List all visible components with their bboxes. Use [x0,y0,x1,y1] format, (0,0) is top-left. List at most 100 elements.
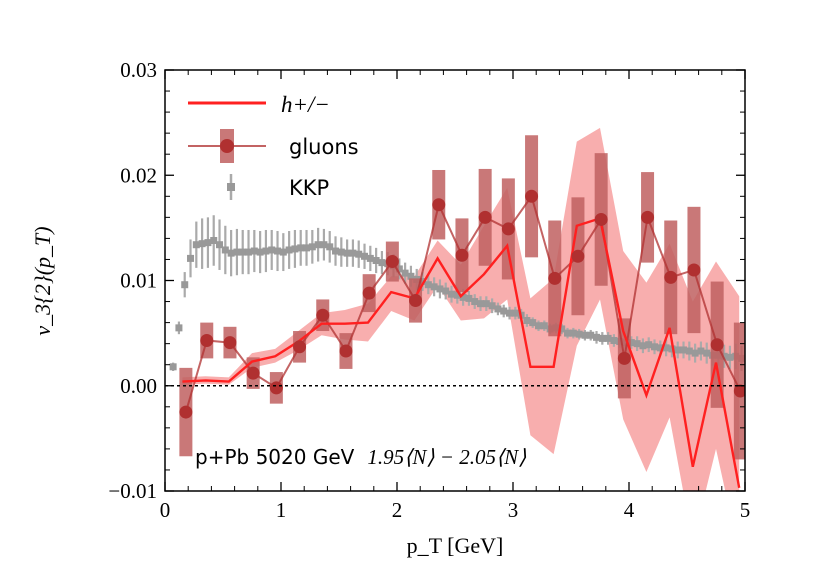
kkp-point [303,244,311,252]
gluon-point [501,222,515,236]
kkp-point [187,254,195,262]
legend-swatch-gluons [188,129,266,163]
kkp-point [471,298,479,306]
gluon-point [478,210,492,224]
gluon-point [594,212,608,226]
kkp-point [581,331,589,339]
kkp-point [540,322,548,330]
kkp-point [506,309,514,317]
x-tick-label: 0 [160,498,171,522]
legend-label-hadrons: h+/− [281,92,330,117]
kkp-point [216,241,224,249]
kkp-point [320,241,328,249]
kkp-point [378,259,386,267]
kkp-point [401,269,409,277]
kkp-point [308,243,316,251]
kkp-point [221,246,229,254]
gluon-point [223,336,237,350]
gluon-point [269,381,283,395]
gluon-point [432,198,446,212]
gluon-point [525,189,539,203]
kkp-point [558,325,566,333]
gluon-point [617,351,631,365]
kkp-point [651,343,659,351]
kkp-point [239,248,247,256]
gluon-point [362,286,376,300]
system-annotation: p+Pb 5020 GeV 1.95⟨N⟩ − 2.05⟨N⟩ [195,445,526,469]
legend-swatch-kkp [227,174,235,200]
kkp-point [488,302,496,310]
gluon-point [455,248,469,262]
kkp-point [680,346,688,354]
kkp-point [372,257,380,265]
gluon-point [179,405,193,419]
kkp-point [279,248,287,256]
legend-label-gluons: gluons [289,135,359,159]
kkp-point [494,305,502,313]
kkp-point [250,247,258,255]
kkp-point [436,285,444,293]
y-tick-label: 0.01 [120,269,157,293]
kkp-point [674,346,682,354]
gluon-point [571,249,585,263]
kkp-point [627,339,635,347]
kkp-point [262,247,270,255]
x-tick-label: 1 [276,498,287,522]
kkp-point [430,283,438,291]
hadrons-uncertainty-band [182,127,740,491]
gluon-point [548,271,562,285]
kkp-point [482,300,490,308]
kkp-point [314,241,322,249]
gluon-point [293,340,307,354]
kkp-point [662,344,670,352]
legend-label-kkp: KKP [289,176,329,200]
kkp-point [529,319,537,327]
kkp-point [500,307,508,315]
kkp-point [448,290,456,298]
gluon-point [339,344,353,358]
kkp-point [523,316,531,324]
gluon-point [200,333,214,347]
kkp-point [633,340,641,348]
kkp-point [256,248,264,256]
kkp-point [587,331,595,339]
kkp-point [610,336,618,344]
kkp-point [274,247,282,255]
kkp-point [598,334,606,342]
kkp-point [726,353,734,361]
kkp-point [656,344,664,352]
kkp-point [691,349,699,357]
kkp-point [192,241,200,249]
kkp-point [477,300,485,308]
kkp-point [326,243,334,251]
kkp-point [268,246,276,254]
kkp-point [697,347,705,355]
kkp-point [337,248,345,256]
kkp-point [685,347,693,355]
kkp-point [285,246,293,254]
kkp-point [407,272,415,280]
gluon-point [641,210,655,224]
x-axis-title: p_T [GeV] [407,533,504,558]
kkp-point [424,281,432,289]
kkp-point [366,254,374,262]
kkp-point [343,249,351,257]
kkp-point [245,248,253,256]
y-tick-label: 0.03 [120,58,157,82]
kkp-point [349,249,357,257]
x-tick-label: 4 [624,498,635,522]
kkp-point [720,352,728,360]
gluon-point [664,270,678,284]
kkp-point [564,329,572,337]
gluon-point [316,308,330,322]
kkp-point [569,329,577,337]
kkp-point [198,240,206,248]
kkp-point [175,324,183,332]
kkp-point [459,293,467,301]
gluon-point [246,366,260,380]
kkp-point [210,237,218,245]
gluon-point [687,263,701,277]
kkp-point [593,333,601,341]
kkp-point [645,341,653,349]
